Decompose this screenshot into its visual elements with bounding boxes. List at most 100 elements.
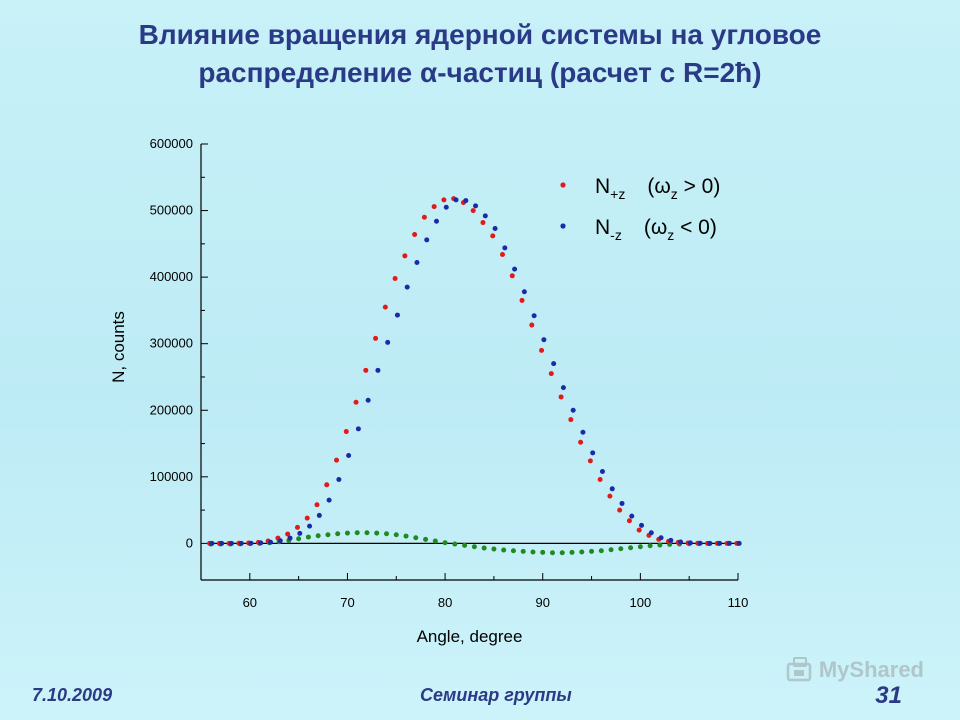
- point-difference: [344, 530, 350, 536]
- point-difference: [579, 549, 585, 555]
- point-nminus: [599, 468, 605, 474]
- series-nplus: [207, 196, 740, 546]
- point-nminus: [531, 313, 537, 319]
- legend-entry-nminus: N-z (ωz < 0): [560, 216, 717, 243]
- point-nminus: [287, 535, 293, 541]
- point-difference: [325, 532, 331, 538]
- point-difference: [608, 547, 614, 553]
- point-nminus: [268, 539, 274, 545]
- point-difference: [559, 550, 565, 556]
- point-difference: [569, 549, 575, 555]
- point-nplus: [304, 515, 310, 521]
- point-nplus: [636, 527, 642, 533]
- point-difference: [413, 535, 419, 541]
- point-nminus: [717, 540, 723, 546]
- point-nminus: [394, 312, 400, 318]
- point-nplus: [548, 371, 554, 377]
- point-nminus: [639, 522, 645, 528]
- point-difference: [598, 548, 604, 554]
- point-nplus: [558, 394, 564, 400]
- point-nminus: [678, 539, 684, 545]
- y-tick-label: 0: [186, 535, 193, 550]
- point-nplus: [314, 502, 320, 508]
- point-nplus: [382, 304, 388, 310]
- point-difference: [657, 542, 663, 548]
- chart-ticks: 0 100000 200000 300000 400000 500000 600000 60 7…: [150, 136, 749, 610]
- point-nminus: [736, 540, 742, 546]
- point-nplus: [412, 232, 418, 238]
- point-nplus: [607, 493, 613, 499]
- x-tick-label: 110: [728, 595, 749, 610]
- point-difference: [335, 531, 341, 537]
- point-nminus: [502, 245, 508, 251]
- point-nminus: [365, 397, 371, 403]
- point-nminus: [580, 429, 586, 435]
- point-nplus: [578, 439, 584, 445]
- point-nplus: [334, 457, 340, 463]
- y-axis-label: N, counts: [109, 311, 128, 383]
- point-nminus: [326, 497, 332, 503]
- point-nplus: [509, 273, 515, 279]
- point-nminus: [385, 339, 391, 345]
- series-nminus: [209, 197, 742, 546]
- point-difference: [374, 530, 380, 536]
- point-nminus: [687, 540, 693, 546]
- point-nplus: [529, 322, 535, 328]
- point-nplus: [587, 458, 593, 464]
- point-nminus: [492, 226, 498, 232]
- point-difference: [305, 534, 311, 540]
- legend-entry-nplus: N+z (ωz > 0): [560, 175, 720, 202]
- point-difference: [354, 530, 360, 536]
- point-nminus: [697, 540, 703, 546]
- point-nplus: [597, 476, 603, 482]
- point-difference: [403, 533, 409, 539]
- point-nminus: [414, 259, 420, 265]
- point-nplus: [294, 524, 300, 530]
- point-nminus: [453, 197, 459, 203]
- point-difference: [530, 549, 536, 555]
- point-nminus: [297, 530, 303, 536]
- point-difference: [510, 548, 516, 554]
- point-nminus: [424, 237, 430, 243]
- point-nminus: [375, 367, 381, 373]
- point-nminus: [629, 513, 635, 519]
- point-nminus: [443, 204, 449, 210]
- point-difference: [462, 542, 468, 548]
- chart-legend: N+z (ωz > 0) N-z (ωz < 0): [560, 175, 720, 243]
- x-tick-label: 90: [535, 595, 549, 610]
- point-difference: [364, 530, 370, 536]
- point-difference: [491, 546, 497, 552]
- point-nminus: [277, 538, 283, 544]
- point-nminus: [355, 426, 361, 432]
- point-difference: [549, 550, 555, 556]
- legend-label-nplus: N+z (ωz > 0): [595, 175, 720, 202]
- y-tick-label: 100000: [150, 469, 193, 484]
- point-nminus: [570, 407, 576, 413]
- point-difference: [432, 538, 438, 544]
- y-tick-label: 200000: [150, 402, 193, 417]
- point-nplus: [431, 204, 437, 210]
- point-nplus: [490, 233, 496, 239]
- point-nplus: [343, 429, 349, 435]
- legend-marker-nminus: [560, 223, 566, 229]
- point-nminus: [512, 266, 518, 272]
- point-nminus: [228, 540, 234, 546]
- point-nminus: [619, 500, 625, 506]
- point-nminus: [551, 361, 557, 367]
- legend-label-nminus: N-z (ωz < 0): [595, 216, 717, 243]
- point-nminus: [346, 453, 352, 459]
- point-nminus: [307, 523, 313, 529]
- point-difference: [452, 541, 458, 547]
- point-nminus: [473, 203, 479, 209]
- point-nplus: [392, 275, 398, 281]
- y-tick-label: 600000: [150, 136, 193, 151]
- point-nminus: [248, 540, 254, 546]
- point-nplus: [568, 417, 574, 423]
- point-nplus: [324, 482, 330, 488]
- point-nminus: [433, 218, 439, 224]
- point-difference: [384, 531, 390, 537]
- x-tick-label: 100: [630, 595, 652, 610]
- point-nplus: [402, 253, 408, 259]
- point-nminus: [658, 535, 664, 541]
